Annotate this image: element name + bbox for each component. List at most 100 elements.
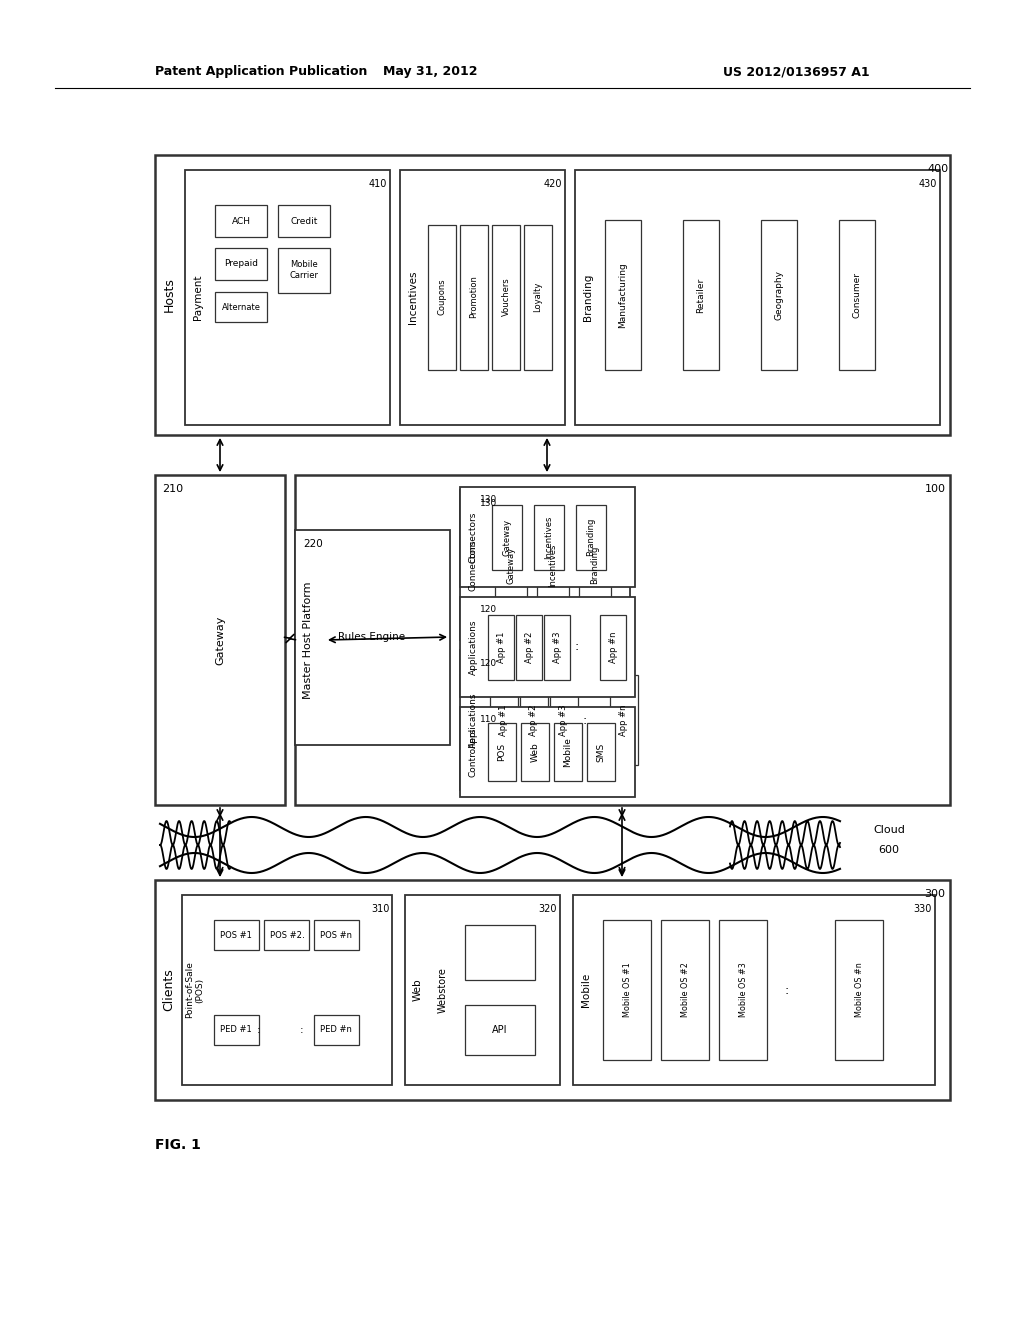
Text: ..: .. — [299, 931, 305, 940]
Text: 300: 300 — [925, 888, 945, 899]
Text: Incentives: Incentives — [549, 544, 557, 586]
Text: 420: 420 — [544, 180, 562, 189]
Text: Connectors: Connectors — [469, 511, 477, 562]
Bar — [460, 224, 488, 370]
Text: Point-of-Sale
(POS): Point-of-Sale (POS) — [185, 961, 205, 1019]
Bar — [761, 220, 797, 370]
Bar — [495, 520, 527, 610]
Bar — [488, 615, 514, 680]
Text: Rules Engine: Rules Engine — [339, 632, 406, 642]
Text: 120: 120 — [480, 605, 497, 614]
Bar — [295, 475, 950, 805]
Text: 310: 310 — [371, 904, 389, 913]
Bar — [554, 723, 582, 781]
Bar — [215, 205, 267, 238]
Text: API: API — [493, 1026, 508, 1035]
Text: Prepaid: Prepaid — [224, 260, 258, 268]
Text: Applications: Applications — [469, 692, 477, 747]
Bar — [835, 920, 883, 1060]
Bar — [465, 925, 535, 979]
Text: Promotion: Promotion — [469, 276, 478, 318]
Bar — [214, 920, 259, 950]
Bar — [155, 154, 950, 436]
Text: US 2012/0136957 A1: US 2012/0136957 A1 — [723, 66, 870, 78]
Bar — [575, 506, 606, 570]
Bar — [600, 615, 626, 680]
Bar — [587, 723, 615, 781]
Text: 130: 130 — [480, 499, 498, 508]
Text: Branding: Branding — [583, 273, 593, 321]
Bar — [521, 723, 549, 781]
Bar — [516, 615, 542, 680]
Text: Manufacturing: Manufacturing — [618, 263, 628, 327]
Text: Mobile OS #2: Mobile OS #2 — [681, 962, 689, 1018]
Text: Controllers: Controllers — [469, 727, 477, 776]
Text: Mobile OS #n: Mobile OS #n — [854, 962, 863, 1018]
Text: POS #2: POS #2 — [270, 931, 302, 940]
Bar — [488, 723, 516, 781]
Text: 220: 220 — [303, 539, 323, 549]
Bar — [520, 675, 548, 766]
Text: Gateway: Gateway — [503, 519, 512, 556]
Text: Vouchers: Vouchers — [502, 277, 511, 317]
Text: Patent Application Publication: Patent Application Publication — [155, 66, 368, 78]
Bar — [182, 895, 392, 1085]
Text: App #n: App #n — [620, 705, 629, 735]
Bar — [215, 248, 267, 280]
Text: Geography: Geography — [774, 271, 783, 319]
Bar — [603, 920, 651, 1060]
Text: App #1: App #1 — [500, 705, 509, 735]
Bar — [406, 895, 560, 1085]
Text: :: : — [583, 714, 587, 726]
Bar — [314, 920, 359, 950]
Text: POS #n: POS #n — [319, 931, 352, 940]
Text: 320: 320 — [539, 904, 557, 913]
Bar — [185, 170, 390, 425]
Bar — [460, 649, 630, 789]
Text: 410: 410 — [369, 180, 387, 189]
Text: :: : — [784, 983, 790, 997]
Text: App #3: App #3 — [559, 705, 568, 735]
Text: Webstore: Webstore — [438, 968, 449, 1012]
Text: Cloud: Cloud — [873, 825, 905, 836]
Text: Incentives: Incentives — [408, 271, 418, 323]
Text: 120: 120 — [480, 660, 497, 668]
Text: Mobile: Mobile — [581, 973, 591, 1007]
Text: 100: 100 — [925, 484, 945, 494]
Bar — [492, 224, 520, 370]
Text: 210: 210 — [163, 484, 183, 494]
Bar — [575, 170, 940, 425]
Bar — [460, 597, 635, 697]
Text: POS: POS — [498, 743, 507, 762]
Bar — [662, 920, 709, 1060]
Text: App #1: App #1 — [497, 631, 506, 663]
Text: Branding: Branding — [587, 517, 596, 556]
Bar — [490, 675, 518, 766]
Bar — [460, 708, 635, 797]
Bar — [550, 675, 578, 766]
Bar — [839, 220, 874, 370]
Text: Web: Web — [413, 978, 423, 1002]
Text: :: : — [300, 1026, 304, 1035]
Text: :: : — [574, 640, 580, 653]
Text: Loyalty: Loyalty — [534, 281, 543, 313]
Bar — [278, 205, 330, 238]
Text: Retailer: Retailer — [696, 277, 706, 313]
Bar — [460, 487, 635, 587]
Bar — [465, 1005, 535, 1055]
Text: Branding: Branding — [591, 545, 599, 585]
Text: Web: Web — [530, 742, 540, 762]
Text: FIG. 1: FIG. 1 — [155, 1138, 201, 1152]
Polygon shape — [160, 817, 840, 873]
Text: Incentives: Incentives — [545, 515, 554, 558]
Text: App #2: App #2 — [524, 631, 534, 663]
Text: :: : — [257, 1026, 261, 1035]
Bar — [428, 224, 456, 370]
Text: Consumer: Consumer — [853, 272, 861, 318]
Text: 400: 400 — [928, 164, 948, 174]
Bar — [214, 1015, 259, 1045]
Text: Alternate: Alternate — [221, 302, 260, 312]
Text: 330: 330 — [913, 904, 932, 913]
Bar — [534, 506, 564, 570]
Text: PED #1: PED #1 — [220, 1026, 252, 1035]
